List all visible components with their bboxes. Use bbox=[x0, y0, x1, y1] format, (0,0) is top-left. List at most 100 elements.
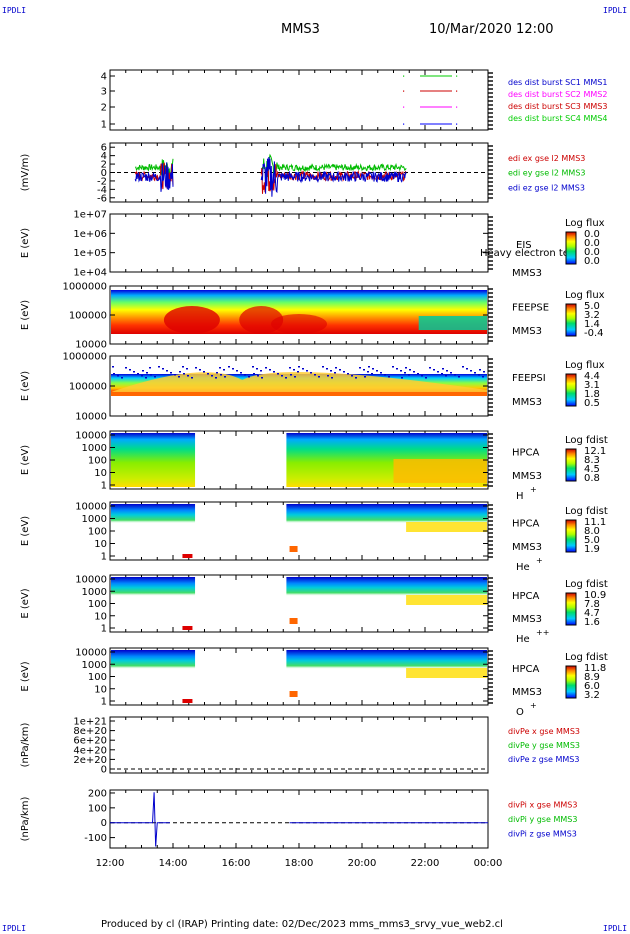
colorbar-title: Log flux bbox=[565, 360, 605, 371]
ytick-label: 100 bbox=[88, 527, 107, 538]
instrument-label: HPCA bbox=[512, 447, 540, 458]
hpca-spectrogram-block bbox=[111, 504, 196, 558]
ytick-label: 10 bbox=[94, 611, 107, 622]
colorbar-tick-label: 0.5 bbox=[584, 398, 600, 409]
spacecraft-label: MMS3 bbox=[512, 542, 542, 553]
instrument-label: EIS bbox=[516, 240, 532, 251]
ytick-label: 4 bbox=[101, 72, 107, 83]
sparse-pixel bbox=[216, 372, 218, 374]
spacecraft-label: MMS3 bbox=[512, 614, 542, 625]
ytick-label: 1e+21 bbox=[73, 717, 107, 728]
ytick-label: 8e+20 bbox=[73, 726, 107, 737]
ytick-label: 1000000 bbox=[62, 352, 107, 363]
ytick-label: 10 bbox=[94, 684, 107, 695]
ytick-label: 10000 bbox=[75, 648, 107, 659]
xtick-label: 14:00 bbox=[159, 858, 188, 869]
ytick-label: 10000 bbox=[75, 502, 107, 513]
sparse-pixel bbox=[479, 369, 481, 371]
charge-label: ++ bbox=[536, 628, 549, 637]
ylabel: E (eV) bbox=[20, 588, 31, 618]
sparse-pixel bbox=[298, 366, 300, 368]
flux-enhancement bbox=[163, 306, 220, 334]
legend-entry: edi ez gse l2 MMS3 bbox=[508, 183, 585, 192]
charge-label: + bbox=[530, 701, 537, 710]
sparse-pixel bbox=[474, 372, 476, 374]
ylabel: (nPa/km) bbox=[20, 797, 31, 842]
datetime-title: 10/Mar/2020 12:00 bbox=[429, 22, 554, 37]
ytick-label: 2 bbox=[101, 160, 107, 171]
ytick-label: 1000 bbox=[82, 514, 107, 525]
burst-panel bbox=[109, 69, 489, 131]
sparse-pixel bbox=[437, 371, 439, 373]
colorbar-tick-label: 8.0 bbox=[584, 526, 600, 537]
charge-label: + bbox=[536, 556, 543, 565]
colorbar bbox=[565, 448, 577, 482]
ytick-label: 1 bbox=[101, 120, 107, 131]
species-label: He bbox=[516, 634, 530, 645]
sparse-pixel bbox=[458, 376, 460, 378]
colorbar-tick-label: 1.6 bbox=[584, 617, 600, 628]
ytick-label: 1000 bbox=[82, 443, 107, 454]
high-flux-spot bbox=[289, 691, 298, 697]
sparse-pixel bbox=[125, 367, 127, 369]
flux-decrease bbox=[418, 316, 487, 330]
ylabel: E (eV) bbox=[20, 300, 31, 330]
sparse-pixel bbox=[174, 374, 176, 376]
ytick-label: 6e+20 bbox=[73, 736, 107, 747]
ytick-label: 0 bbox=[101, 168, 107, 179]
sparse-pixel bbox=[388, 376, 390, 378]
ytick-label: 100 bbox=[88, 456, 107, 467]
charge-label: + bbox=[530, 485, 537, 494]
ytick-label: 2 bbox=[101, 103, 107, 114]
sparse-pixel bbox=[182, 366, 184, 368]
ytick-label: 10000 bbox=[75, 431, 107, 442]
sparse-pixel bbox=[146, 372, 148, 374]
sparse-pixel bbox=[211, 375, 213, 377]
ytick-label: 0 bbox=[101, 818, 107, 829]
colorbar-tick-label: 7.8 bbox=[584, 599, 600, 610]
sparse-pixel bbox=[158, 366, 160, 368]
colorbar-tick-label: 5.0 bbox=[584, 301, 600, 312]
burst-point bbox=[403, 106, 405, 108]
sparse-pixel bbox=[372, 368, 374, 370]
ytick-label: 1000 bbox=[82, 660, 107, 671]
ylabel: E (eV) bbox=[20, 516, 31, 546]
sparse-pixel bbox=[462, 366, 464, 368]
species-label: H bbox=[516, 491, 524, 502]
ytick-label: 0 bbox=[101, 765, 107, 776]
flux-enhancement bbox=[239, 306, 284, 334]
sparse-pixel bbox=[421, 375, 423, 377]
flux-enhancement bbox=[111, 372, 487, 394]
sparse-pixel bbox=[408, 374, 410, 376]
burst-point bbox=[403, 123, 405, 125]
sparse-pixel bbox=[121, 377, 123, 379]
ylabel: (nPa/km) bbox=[20, 723, 31, 768]
eis-panel bbox=[109, 213, 489, 273]
sparse-pixel bbox=[141, 375, 143, 377]
sparse-pixel bbox=[466, 368, 468, 370]
low-energy-band bbox=[111, 392, 487, 396]
ytick-label: 100 bbox=[88, 599, 107, 610]
sparse-pixel bbox=[322, 366, 324, 368]
ytick-label: 1000000 bbox=[62, 282, 107, 293]
xtick-label: 18:00 bbox=[285, 858, 314, 869]
sparse-pixel bbox=[145, 377, 147, 379]
ytick-label: 3 bbox=[101, 87, 107, 98]
ytick-label: 100000 bbox=[69, 382, 107, 393]
colorbar-tick-label: 1.8 bbox=[584, 389, 600, 400]
colorbar-tick-label: 4.4 bbox=[584, 371, 600, 382]
sparse-pixel bbox=[314, 374, 316, 376]
xtick-label: 20:00 bbox=[348, 858, 377, 869]
ytick-label: 1e+06 bbox=[73, 229, 107, 240]
sparse-pixel bbox=[368, 366, 370, 368]
ytick-label: 10000 bbox=[75, 575, 107, 586]
sparse-pixel bbox=[442, 368, 444, 370]
flux-enhancement bbox=[393, 459, 487, 483]
sparse-pixel bbox=[203, 371, 205, 373]
spacecraft-title: MMS3 bbox=[281, 22, 320, 37]
colorbar-tick-label: 0.8 bbox=[584, 473, 600, 484]
divpi-series bbox=[110, 792, 170, 847]
sparse-pixel bbox=[265, 367, 267, 369]
colorbar-tick-label: 12.1 bbox=[584, 446, 606, 457]
sparse-pixel bbox=[215, 377, 217, 379]
